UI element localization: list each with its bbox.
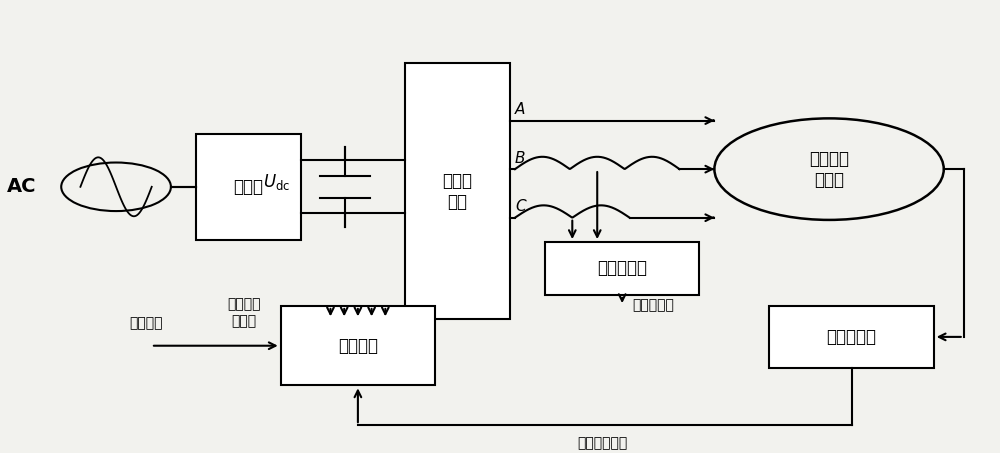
Bar	[196, 134, 301, 240]
Text: 位置传感器: 位置传感器	[827, 328, 877, 346]
Text: 电流传感器: 电流传感器	[597, 260, 647, 278]
Text: AC: AC	[7, 177, 36, 196]
Bar	[281, 306, 435, 386]
Bar	[545, 242, 699, 295]
Text: C: C	[515, 199, 526, 214]
Text: $U_{\rm dc}$: $U_{\rm dc}$	[263, 173, 291, 193]
Text: 转子位置信息: 转子位置信息	[577, 436, 627, 450]
Bar	[405, 63, 510, 319]
Text: 整流器: 整流器	[233, 178, 263, 196]
Text: 控制单元: 控制单元	[338, 337, 378, 355]
Text: 相电流信号: 相电流信号	[632, 298, 674, 312]
Text: 速度指令: 速度指令	[129, 317, 163, 331]
Text: B: B	[515, 150, 525, 166]
Bar	[769, 306, 934, 368]
Text: 变换器控
制信号: 变换器控 制信号	[227, 298, 261, 328]
Text: A: A	[515, 102, 525, 117]
Text: 无刷直流
电动机: 无刷直流 电动机	[809, 150, 849, 188]
Text: 功率变
换器: 功率变 换器	[443, 172, 473, 211]
